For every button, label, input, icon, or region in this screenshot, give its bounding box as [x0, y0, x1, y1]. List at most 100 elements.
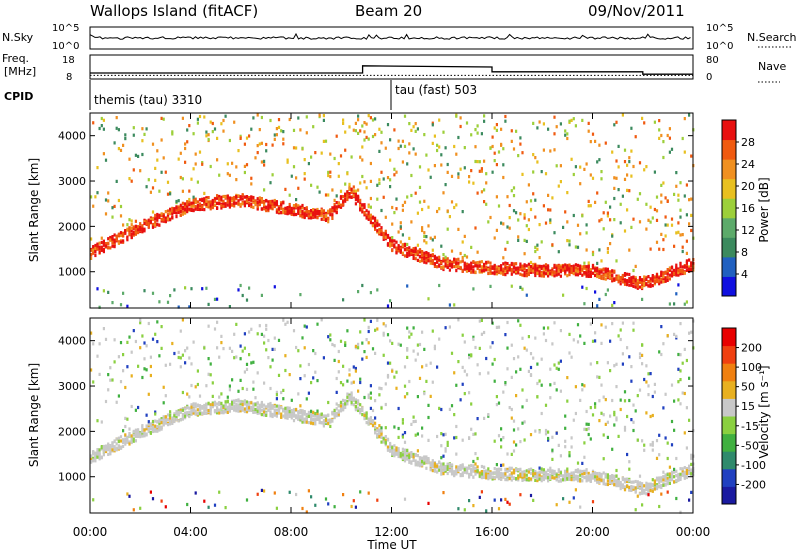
- heatmap-cell: [207, 137, 210, 142]
- heatmap-cell: [243, 401, 246, 405]
- heatmap-cell: [346, 329, 349, 333]
- heatmap-cell: [263, 489, 266, 493]
- heatmap-cell: [181, 189, 184, 193]
- heatmap-cell: [301, 206, 304, 210]
- heatmap-cell: [301, 409, 304, 413]
- heatmap-cell: [410, 251, 413, 255]
- heatmap-cell: [102, 444, 105, 449]
- heatmap-cell: [476, 191, 479, 195]
- heatmap-cell: [98, 250, 101, 254]
- heatmap-cell: [613, 483, 616, 487]
- heatmap-cell: [382, 333, 385, 337]
- heatmap-cell: [258, 408, 261, 412]
- heatmap-cell: [354, 189, 357, 193]
- heatmap-cell: [203, 406, 206, 410]
- heatmap-cell: [260, 207, 263, 211]
- heatmap-cell: [538, 430, 541, 434]
- heatmap-cell: [367, 422, 370, 426]
- heatmap-cell: [555, 264, 558, 268]
- heatmap-cell: [386, 333, 390, 337]
- heatmap-cell: [634, 409, 637, 413]
- heatmap-cell: [156, 427, 159, 431]
- heatmap-cell: [609, 369, 612, 373]
- heatmap-cell: [211, 198, 214, 203]
- heatmap-cell: [455, 265, 458, 269]
- heatmap-cell: [406, 195, 409, 199]
- heatmap-cell: [581, 214, 584, 218]
- heatmap-cell: [576, 468, 580, 472]
- heatmap-cell: [521, 151, 524, 155]
- heatmap-cell: [512, 428, 516, 432]
- heatmap-cell: [213, 503, 217, 507]
- heatmap-cell: [327, 217, 330, 221]
- heatmap-cell: [314, 370, 317, 374]
- heatmap-cell: [284, 322, 287, 326]
- heatmap-cell: [574, 266, 577, 270]
- heatmap-cell: [589, 173, 592, 177]
- heatmap-cell: [630, 126, 633, 130]
- heatmap-cell: [134, 434, 137, 438]
- heatmap-cell: [623, 480, 627, 484]
- nsky-line: [89, 32, 691, 40]
- heatmap-cell: [363, 121, 366, 125]
- heatmap-cell: [98, 126, 101, 131]
- heatmap-cell: [301, 420, 304, 424]
- heatmap-cell: [241, 349, 244, 353]
- heatmap-cell: [295, 203, 298, 207]
- heatmap-cell: [647, 372, 650, 376]
- heatmap-cell: [188, 203, 191, 207]
- heatmap-cell: [252, 205, 255, 209]
- heatmap-cell: [585, 271, 588, 275]
- heatmap-cell: [591, 476, 595, 480]
- heatmap-cell: [248, 198, 251, 202]
- heatmap-cell: [662, 475, 665, 479]
- heatmap-cell: [207, 505, 210, 509]
- heatmap-cell: [162, 420, 165, 424]
- heatmap-cell: [416, 258, 419, 262]
- heatmap-cell: [194, 162, 197, 166]
- heatmap-cell: [596, 361, 599, 365]
- heatmap-cell: [636, 394, 639, 398]
- heatmap-cell: [547, 479, 550, 483]
- heatmap-cell: [483, 473, 486, 477]
- heatmap-cell: [378, 435, 381, 439]
- heatmap-cell: [579, 267, 582, 271]
- heatmap-cell: [269, 410, 272, 414]
- heatmap-cell: [523, 270, 526, 275]
- heatmap-cell: [386, 304, 390, 308]
- heatmap-cell: [532, 262, 535, 267]
- heatmap-cell: [495, 123, 498, 127]
- heatmap-cell: [363, 213, 366, 217]
- heatmap-cell: [583, 476, 586, 480]
- heatmap-cell: [662, 276, 665, 281]
- heatmap-cell: [391, 248, 394, 253]
- heatmap-cell: [538, 223, 541, 227]
- heatmap-cell: [589, 406, 592, 410]
- heatmap-cell: [630, 480, 633, 484]
- heatmap-cell: [570, 478, 573, 482]
- heatmap-cell: [265, 348, 268, 352]
- heatmap-cell: [307, 210, 310, 214]
- heatmap-cell: [297, 116, 300, 120]
- heatmap-cell: [346, 395, 349, 399]
- heatmap-cell: [598, 268, 601, 272]
- heatmap-cell: [384, 229, 387, 233]
- heatmap-cell: [585, 409, 588, 414]
- heatmap-cell: [369, 419, 372, 424]
- heatmap-cell: [638, 355, 642, 360]
- heatmap-cell: [226, 405, 229, 409]
- heatmap-cell: [521, 405, 524, 409]
- heatmap-cell: [517, 478, 520, 482]
- heatmap-cell: [158, 425, 161, 430]
- heatmap-cell: [164, 419, 167, 423]
- heatmap-cell: [433, 347, 436, 351]
- heatmap-cell: [130, 439, 133, 443]
- heatmap-cell: [493, 379, 496, 383]
- heatmap-cell: [515, 129, 518, 133]
- heatmap-cell: [348, 368, 351, 372]
- heatmap-cell: [465, 266, 469, 270]
- heatmap-cell: [220, 334, 223, 338]
- heatmap-cell: [100, 248, 103, 252]
- heatmap-cell: [339, 189, 343, 193]
- heatmap-cell: [314, 208, 317, 212]
